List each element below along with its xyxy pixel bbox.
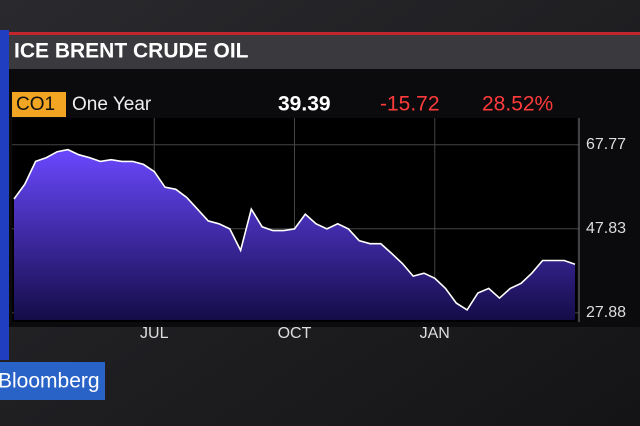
- x-tick-label: JUL: [140, 325, 169, 342]
- period: One Year: [72, 94, 152, 115]
- net-change: -15.72: [380, 93, 440, 116]
- x-tick-label: JAN: [420, 325, 450, 342]
- y-tick-label: 47.83: [586, 220, 626, 237]
- y-tick-label: 27.88: [586, 304, 626, 321]
- x-tick-label: OCT: [278, 325, 312, 342]
- line: [13, 148, 576, 312]
- title-rule: [9, 32, 640, 35]
- ticker-box: [12, 92, 66, 117]
- percent-change: 28.52%: [482, 93, 553, 116]
- area: [14, 149, 575, 320]
- brand-logo: Bloomberg: [0, 370, 100, 393]
- ticker: CO1: [16, 94, 55, 115]
- title-bar: [9, 35, 640, 69]
- last-price: 39.39: [278, 93, 331, 116]
- side-stripe: [0, 30, 9, 360]
- brand-box: [0, 362, 105, 400]
- y-tick-label: 67.77: [586, 136, 626, 153]
- chart-title: ICE BRENT CRUDE OIL: [14, 40, 249, 63]
